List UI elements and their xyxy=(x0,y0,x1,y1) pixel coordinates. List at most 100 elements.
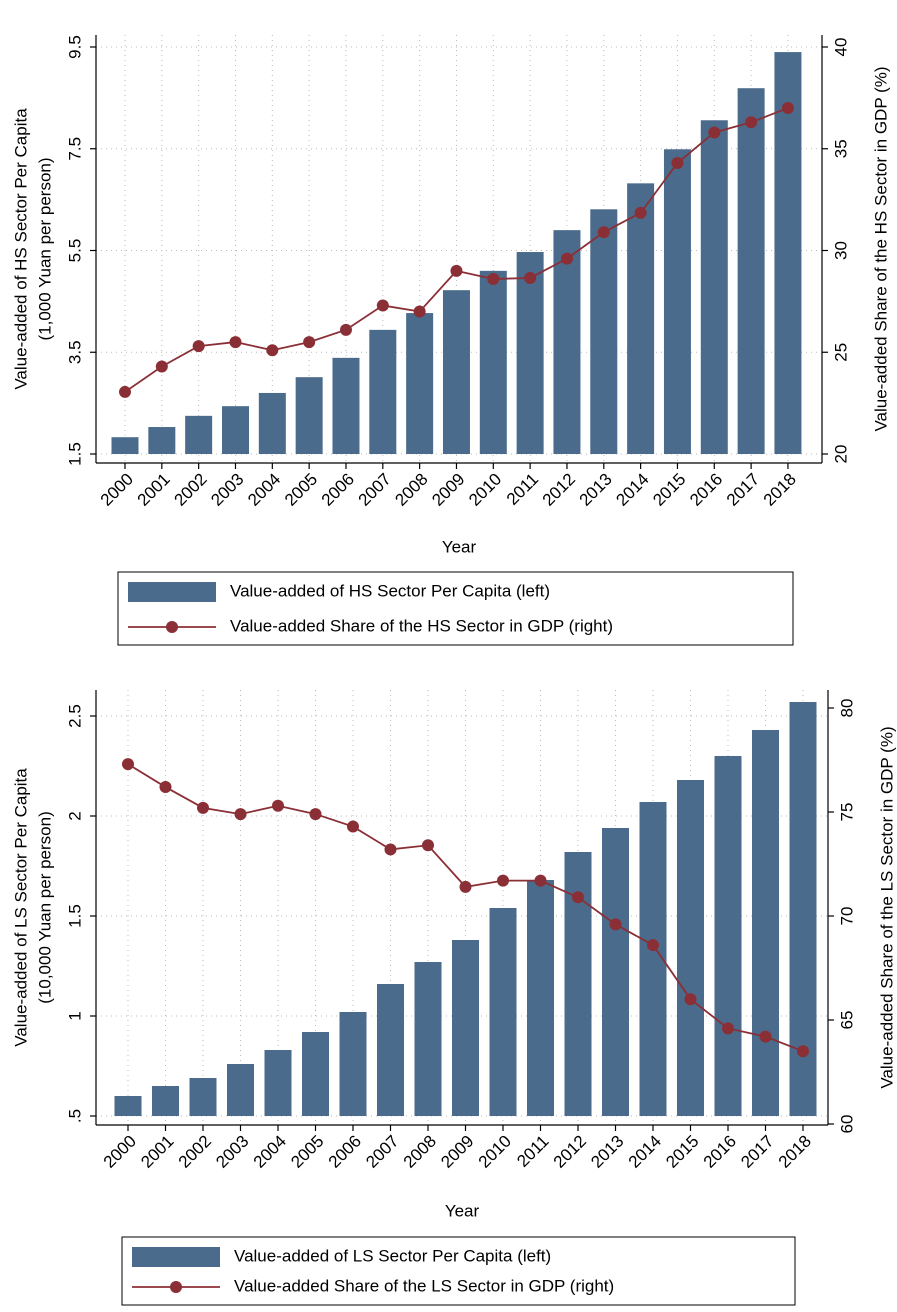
line-marker xyxy=(234,808,247,821)
line-marker xyxy=(229,336,242,349)
bar xyxy=(152,1086,179,1116)
y2-tick-label: 80 xyxy=(837,699,856,718)
x-tick-label: 2010 xyxy=(465,470,505,510)
bar xyxy=(700,120,728,454)
bar xyxy=(414,962,442,1116)
line-marker xyxy=(745,116,758,129)
bar xyxy=(111,437,139,454)
line-marker xyxy=(572,891,584,904)
x-axis-title: Year xyxy=(442,537,477,556)
line-marker xyxy=(347,820,359,833)
y-tick-label: .5 xyxy=(65,1109,84,1123)
x-tick-label: 2012 xyxy=(539,470,579,510)
x-tick-label: 2014 xyxy=(625,1132,665,1172)
x-tick-label: 2001 xyxy=(137,1132,177,1172)
x-tick-label: 2010 xyxy=(475,1132,515,1172)
y-tick-label: 2 xyxy=(65,811,84,820)
bar xyxy=(752,730,779,1116)
y-axis-title: Value-added of LS Sector Per Capita xyxy=(11,768,30,1047)
bar xyxy=(489,908,517,1116)
bar xyxy=(737,88,765,455)
bar xyxy=(516,252,544,454)
line-marker xyxy=(197,801,209,814)
y2-tick-label: 30 xyxy=(831,241,850,260)
bar xyxy=(332,357,360,454)
x-tick-label: 2009 xyxy=(437,1132,477,1172)
y-tick-label: 1.5 xyxy=(65,442,84,466)
legend-label: Value-added Share of the LS Sector in GD… xyxy=(234,1276,614,1295)
line-marker xyxy=(524,271,537,284)
legend-swatch xyxy=(128,582,216,602)
x-tick-label: 2002 xyxy=(175,1132,215,1172)
line-marker xyxy=(376,299,389,312)
x-tick-label: 2008 xyxy=(391,470,431,510)
bar xyxy=(590,209,618,454)
x-tick-label: 2003 xyxy=(212,1132,252,1172)
y2-tick-label: 70 xyxy=(837,907,856,926)
x-tick-label: 2018 xyxy=(760,470,800,510)
legend-label: Value-added Share of the HS Sector in GD… xyxy=(230,616,613,635)
x-tick-label: 2005 xyxy=(287,1132,327,1172)
line-marker xyxy=(597,226,610,239)
bar xyxy=(627,183,655,454)
y2-tick-label: 25 xyxy=(831,343,850,362)
bar xyxy=(302,1032,329,1116)
x-tick-label: 2000 xyxy=(100,1132,140,1172)
bar xyxy=(258,392,286,454)
line-marker xyxy=(192,340,205,353)
x-tick-label: 2002 xyxy=(170,470,210,510)
y-tick-label: 5.5 xyxy=(65,239,84,263)
line-marker xyxy=(487,272,500,285)
y-axis-title: Value-added of HS Sector Per Capita xyxy=(11,108,30,390)
bar xyxy=(406,313,434,454)
legend-swatch xyxy=(166,621,178,633)
line-marker xyxy=(609,918,622,931)
line-marker xyxy=(413,305,426,318)
x-tick-label: 2005 xyxy=(281,470,321,510)
line-marker xyxy=(708,126,721,139)
y-tick-label: 3.5 xyxy=(65,340,84,364)
x-tick-label: 2007 xyxy=(362,1132,402,1172)
line-marker xyxy=(722,1022,734,1035)
line-marker xyxy=(647,939,659,952)
x-tick-label: 2014 xyxy=(612,470,652,510)
y-tick-label: 1.5 xyxy=(65,904,84,928)
line-marker xyxy=(781,102,794,115)
bar xyxy=(189,1078,217,1116)
line-marker xyxy=(422,839,434,852)
x-tick-label: 2000 xyxy=(97,470,137,510)
line-marker xyxy=(119,385,131,398)
y2-tick-label: 60 xyxy=(837,1115,856,1134)
bar xyxy=(114,1096,142,1116)
x-tick-label: 2008 xyxy=(400,1132,440,1172)
line-marker xyxy=(534,874,547,887)
x-tick-label: 2003 xyxy=(207,470,247,510)
bar xyxy=(264,1050,292,1116)
line-marker xyxy=(159,781,172,794)
bar xyxy=(227,1064,254,1116)
x-tick-label: 2018 xyxy=(775,1132,815,1172)
x-tick-label: 2015 xyxy=(662,1132,702,1172)
bar xyxy=(452,940,479,1116)
bar xyxy=(714,756,742,1116)
line-marker xyxy=(459,880,472,893)
y2-tick-label: 35 xyxy=(831,139,850,158)
line-marker xyxy=(272,799,284,812)
line-marker xyxy=(634,206,647,219)
x-tick-label: 2015 xyxy=(649,470,689,510)
legend-swatch xyxy=(170,1281,182,1293)
bar xyxy=(442,290,470,454)
legend-label: Value-added of HS Sector Per Capita (lef… xyxy=(230,581,550,600)
x-tick-label: 2012 xyxy=(550,1132,590,1172)
x-tick-label: 2007 xyxy=(355,470,395,510)
bar xyxy=(377,984,404,1116)
line-marker xyxy=(384,843,397,856)
bar xyxy=(148,427,176,454)
y-tick-label: 1 xyxy=(65,1011,84,1020)
y2-tick-label: 65 xyxy=(837,1011,856,1030)
y2-axis-title: Value-added Share of the LS Sector in GD… xyxy=(877,726,896,1088)
y-tick-label: 7.5 xyxy=(65,137,84,161)
line-marker xyxy=(309,808,322,821)
y-axis-title: (10,000 Yuan per person) xyxy=(35,811,54,1004)
